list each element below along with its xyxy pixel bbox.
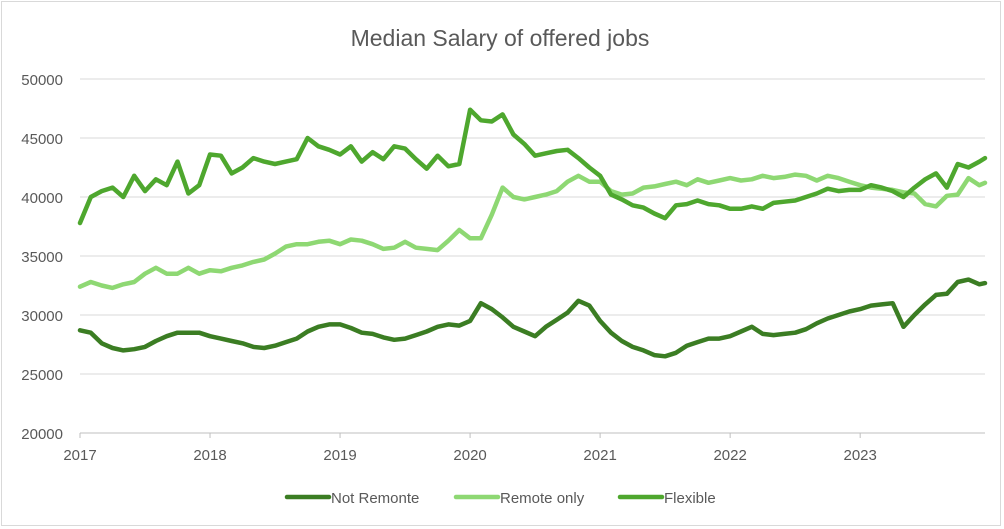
y-tick-label: 40000 bbox=[21, 190, 63, 207]
y-tick-label: 20000 bbox=[21, 426, 63, 443]
x-tick-label: 2021 bbox=[583, 447, 616, 464]
x-tick-label: 2022 bbox=[713, 447, 746, 464]
x-tick-label: 2018 bbox=[193, 447, 226, 464]
legend-label: Not Remonte bbox=[331, 490, 419, 507]
x-tick-label: 2017 bbox=[63, 447, 96, 464]
x-tick-label: 2023 bbox=[843, 447, 876, 464]
x-tick-label: 2019 bbox=[323, 447, 356, 464]
legend-label: Remote only bbox=[500, 490, 585, 507]
y-tick-label: 35000 bbox=[21, 249, 63, 266]
series-line-remote-only bbox=[77, 172, 988, 291]
legend-label: Flexible bbox=[664, 490, 716, 507]
legend-item: Flexible bbox=[617, 490, 716, 507]
series-line-flexible bbox=[77, 107, 988, 226]
legend-item: Not Remonte bbox=[284, 490, 419, 507]
y-tick-label: 30000 bbox=[21, 308, 63, 325]
chart-title: Median Salary of offered jobs bbox=[351, 25, 650, 51]
series-line-not-remonte bbox=[77, 277, 988, 359]
x-tick-label: 2020 bbox=[453, 447, 486, 464]
legend-item: Remote only bbox=[453, 490, 585, 507]
y-tick-label: 45000 bbox=[21, 131, 63, 148]
y-tick-label: 50000 bbox=[21, 72, 63, 89]
y-tick-label: 25000 bbox=[21, 367, 63, 384]
